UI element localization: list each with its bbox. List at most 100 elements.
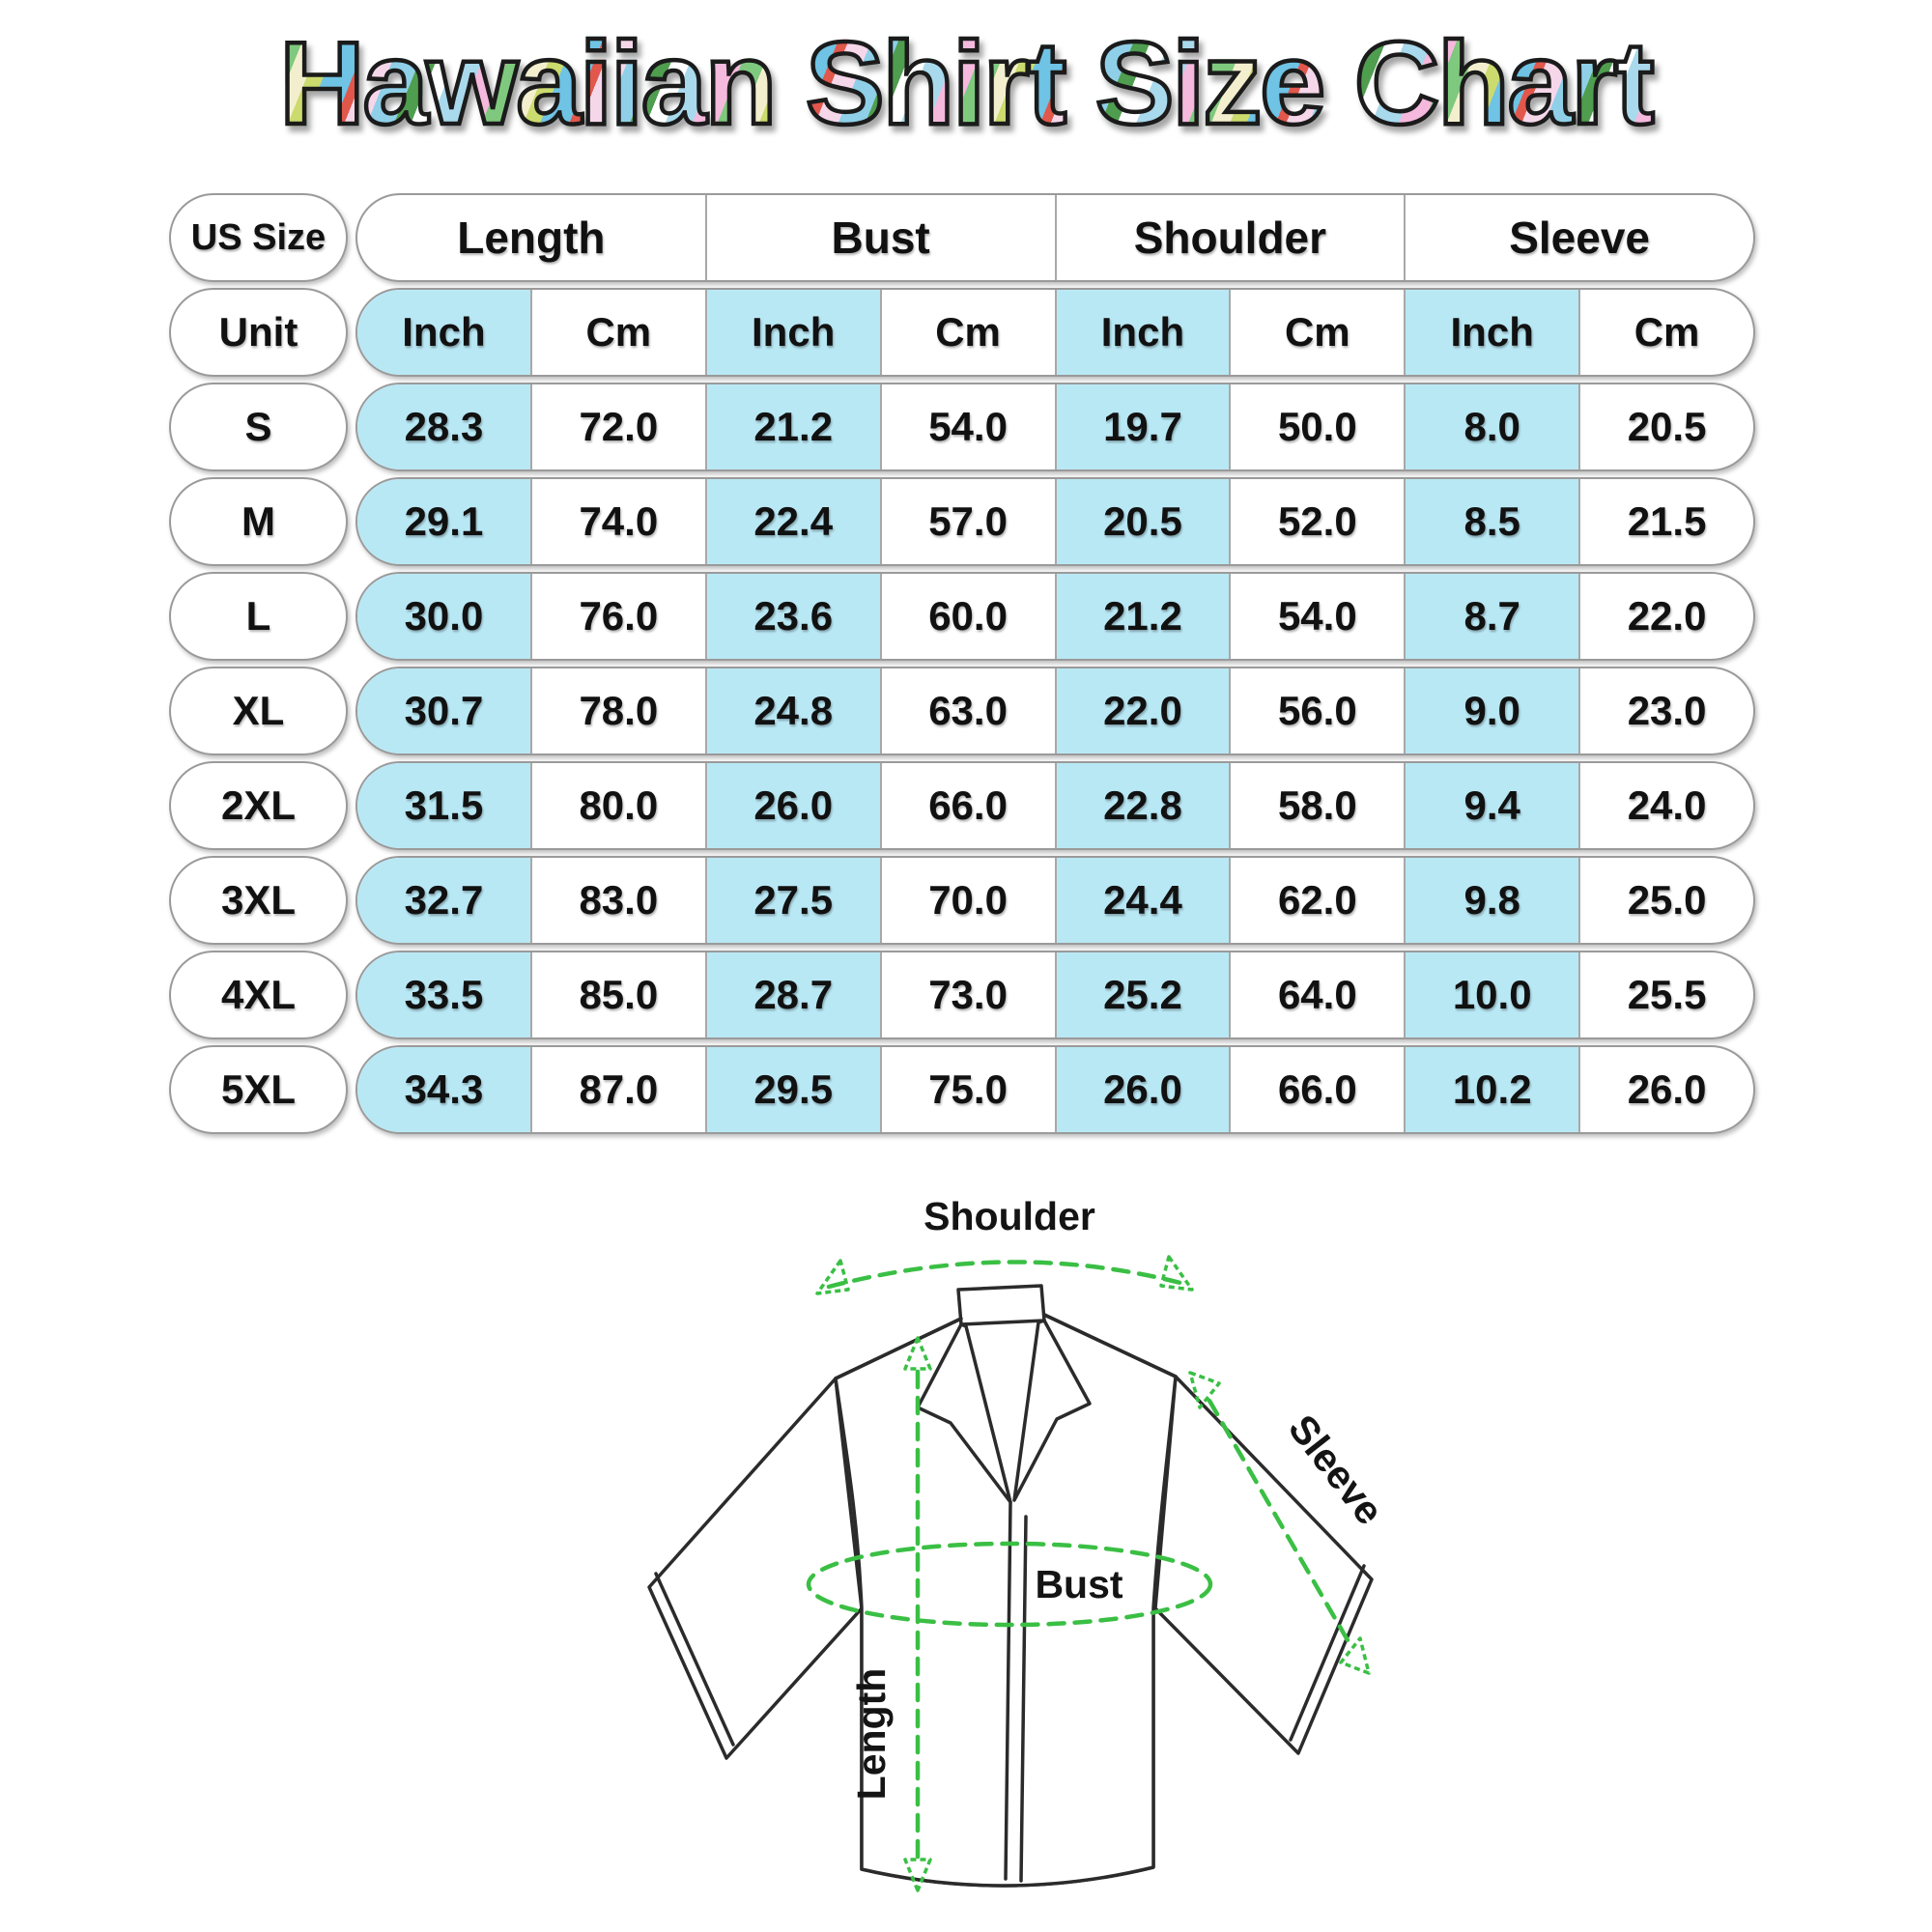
unit-cell: Cm: [532, 290, 707, 375]
value-cell: 33.5: [357, 952, 532, 1037]
value-cell: 25.5: [1627, 972, 1707, 1017]
value-cell: 57.0: [882, 479, 1057, 564]
value-cell: 30.0: [357, 574, 532, 659]
value-cell: 34.3: [357, 1047, 532, 1132]
value-cell: 66.0: [882, 763, 1057, 848]
value-cell: 21.2: [1056, 574, 1232, 659]
table-row-m: M 29.1 74.0 22.4 57.0 20.5 52.0 8.5 21.5: [169, 477, 1755, 566]
value-cell: 29.1: [357, 479, 532, 564]
value-cell: 83.0: [532, 858, 707, 943]
value-cell: 60.0: [882, 574, 1057, 659]
neck-band: [956, 1284, 1046, 1326]
value-cell: 25.2: [1056, 952, 1232, 1037]
value-cell: 8.5: [1406, 479, 1581, 564]
table-row-s: S 28.3 72.0 21.2 54.0 19.7 50.0 8.0 20.5: [169, 383, 1755, 471]
value-cell: 76.0: [532, 574, 707, 659]
left-collar: [916, 1322, 1012, 1504]
value-cell: 85.0: [532, 952, 707, 1037]
value-cell: 28.7: [706, 952, 882, 1037]
shoulder-measure-arrow: [826, 1260, 1183, 1290]
page-title: Hawaiian Shirt Size Chart: [0, 19, 1932, 148]
size-label-cell: L: [169, 572, 348, 661]
value-cell: 75.0: [882, 1047, 1057, 1132]
value-cell: 24.0: [1627, 782, 1707, 828]
value-cell: 87.0: [532, 1047, 707, 1132]
value-cell: 62.0: [1231, 858, 1406, 943]
value-cell: 9.8: [1406, 858, 1581, 943]
table-header-row: US Size Length Bust Shoulder Sleeve: [169, 193, 1755, 282]
size-label-cell: 2XL: [169, 761, 348, 850]
bust-measure-label: Bust: [1035, 1562, 1122, 1606]
value-cell: 50.0: [1231, 384, 1406, 469]
value-cell: 52.0: [1231, 479, 1406, 564]
value-cell: 20.5: [1056, 479, 1232, 564]
column-header-sleeve: Sleeve: [1509, 213, 1651, 263]
shoulder-arrowhead-left: [815, 1259, 850, 1295]
size-label-cell: 3XL: [169, 856, 348, 945]
header-group-pill: Length Bust Shoulder Sleeve: [355, 193, 1755, 282]
placket-line-right: [1019, 1515, 1028, 1883]
value-cell: 26.0: [706, 763, 882, 848]
us-size-label: US Size: [190, 216, 327, 258]
value-cell: 74.0: [532, 479, 707, 564]
value-cell: 22.0: [1056, 668, 1232, 753]
value-cell: 9.4: [1406, 763, 1581, 848]
unit-row-pill: Inch Cm Inch Cm Inch Cm Inch Cm: [355, 288, 1755, 377]
unit-cell: Inch: [706, 290, 882, 375]
value-cell: 80.0: [532, 763, 707, 848]
unit-cell: Inch: [1406, 290, 1581, 375]
right-collar: [1012, 1319, 1092, 1502]
value-cell: 8.0: [1406, 384, 1581, 469]
value-cell: 23.0: [1627, 688, 1707, 733]
sleeve-measure-arrow: [1207, 1398, 1353, 1648]
unit-row-label-cell: Unit: [169, 288, 348, 377]
left-cuff-band: [654, 1572, 735, 1747]
value-cell: 20.5: [1627, 404, 1707, 449]
value-cell: 26.0: [1627, 1066, 1707, 1112]
value-cell: 30.7: [357, 668, 532, 753]
table-row-xl: XL 30.7 78.0 24.8 63.0 22.0 56.0 9.0 23.…: [169, 667, 1755, 755]
value-cell: 10.2: [1406, 1047, 1581, 1132]
value-cell: 70.0: [882, 858, 1057, 943]
table-row-2xl: 2XL 31.5 80.0 26.0 66.0 22.8 58.0 9.4 24…: [169, 761, 1755, 850]
value-cell: 22.8: [1056, 763, 1232, 848]
right-cuff-band: [1289, 1564, 1366, 1742]
unit-cell: Cm: [1231, 290, 1406, 375]
value-cell: 19.7: [1056, 384, 1232, 469]
shirt-outline: [647, 1284, 1374, 1888]
size-row-pill: 34.3 87.0 29.5 75.0 26.0 66.0 10.2 26.0: [355, 1045, 1755, 1134]
value-cell: 22.4: [706, 479, 882, 564]
size-row-pill: 33.5 85.0 28.7 73.0 25.2 64.0 10.0 25.5: [355, 951, 1755, 1039]
size-row-pill: 29.1 74.0 22.4 57.0 20.5 52.0 8.5 21.5: [355, 477, 1755, 566]
value-cell: 21.2: [706, 384, 882, 469]
table-row-l: L 30.0 76.0 23.6 60.0 21.2 54.0 8.7 22.0: [169, 572, 1755, 661]
shirt-body-front: [834, 1313, 1178, 1888]
value-cell: 26.0: [1056, 1047, 1232, 1132]
size-label-cell: M: [169, 477, 348, 566]
size-row-pill: 28.3 72.0 21.2 54.0 19.7 50.0 8.0 20.5: [355, 383, 1755, 471]
shirt-right-sleeve: [1153, 1375, 1374, 1755]
table-row-3xl: 3XL 32.7 83.0 27.5 70.0 24.4 62.0 9.8 25…: [169, 856, 1755, 945]
value-cell: 24.8: [706, 668, 882, 753]
size-row-pill: 31.5 80.0 26.0 66.0 22.8 58.0 9.4 24.0: [355, 761, 1755, 850]
value-cell: 27.5: [706, 858, 882, 943]
unit-cell: Cm: [882, 290, 1057, 375]
value-cell: 24.4: [1056, 858, 1232, 943]
shoulder-arrowhead-right: [1159, 1255, 1194, 1292]
corner-cell-us-size: US Size: [169, 193, 348, 282]
left-shoulder-seam: [834, 1317, 963, 1380]
unit-cell: Inch: [1056, 290, 1232, 375]
value-cell: 32.7: [357, 858, 532, 943]
value-cell: 8.7: [1406, 574, 1581, 659]
column-header-shoulder: Shoulder: [1057, 195, 1406, 280]
size-chart-table: US Size Length Bust Shoulder Sleeve Unit…: [169, 193, 1755, 1140]
column-header-bust: Bust: [707, 195, 1057, 280]
value-cell: 21.5: [1627, 498, 1707, 544]
size-label-cell: S: [169, 383, 348, 471]
value-cell: 31.5: [357, 763, 532, 848]
value-cell: 58.0: [1231, 763, 1406, 848]
size-label-cell: XL: [169, 667, 348, 755]
size-row-pill: 30.7 78.0 24.8 63.0 22.0 56.0 9.0 23.0: [355, 667, 1755, 755]
bust-measure-ellipse: [806, 1541, 1213, 1628]
